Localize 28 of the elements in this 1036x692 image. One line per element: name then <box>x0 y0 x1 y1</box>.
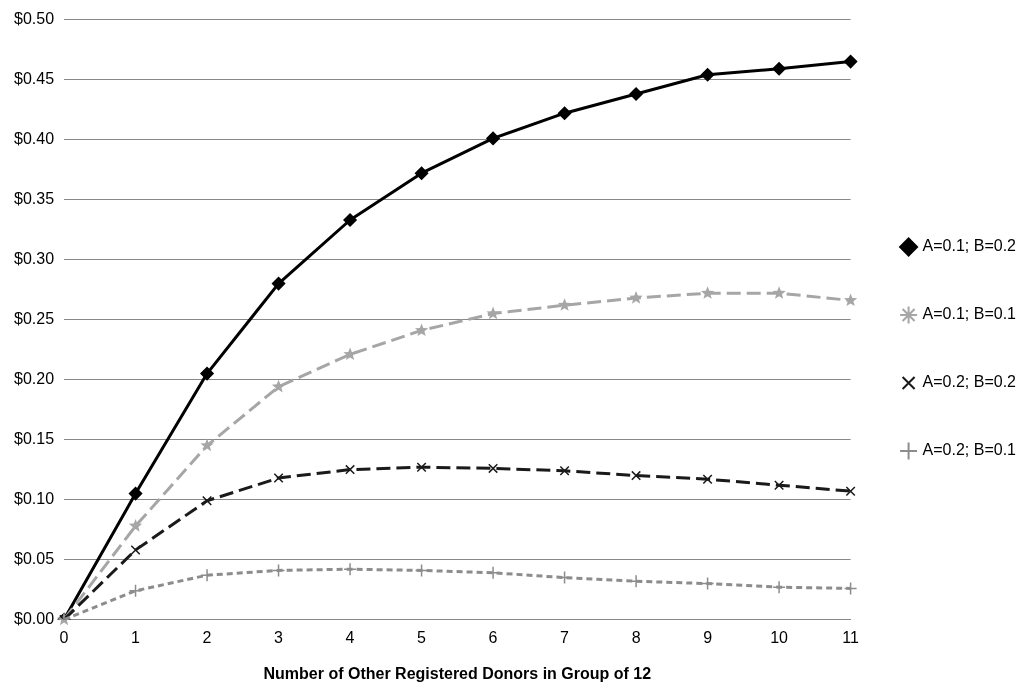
y-tick-label: $0.35 <box>13 190 55 208</box>
x-tick-label: 11 <box>842 628 859 646</box>
y-tick-label: $0.00 <box>13 610 55 628</box>
x-tick-label: 7 <box>560 628 570 646</box>
x-tick-label: 3 <box>274 628 284 646</box>
x-tick-label: 9 <box>703 628 713 646</box>
y-tick-label: $0.15 <box>13 430 55 448</box>
y-tick-label: $0.25 <box>13 310 55 328</box>
x-tick-label: 1 <box>131 628 141 646</box>
x-tick-label: 0 <box>59 628 69 646</box>
x-axis-title: Number of Other Registered Donors in Group of 12 <box>263 664 652 682</box>
x-tick-label: 2 <box>202 628 212 646</box>
y-tick-label: $0.50 <box>13 10 55 28</box>
legend-label: A=0.2; B=0.1 <box>922 441 1017 459</box>
y-tick-label: $0.45 <box>13 70 55 88</box>
legend-label: A=0.2; B=0.2 <box>922 373 1017 391</box>
x-tick-label: 10 <box>770 628 789 646</box>
legend-label: A=0.1; B=0.2 <box>922 237 1017 255</box>
x-tick-label: 4 <box>345 628 355 646</box>
y-tick-label: $0.20 <box>13 370 55 388</box>
x-tick-label: 8 <box>631 628 641 646</box>
y-tick-label: $0.40 <box>13 130 55 148</box>
y-tick-label: $0.10 <box>13 490 55 508</box>
x-tick-label: 5 <box>417 628 427 646</box>
y-tick-label: $0.05 <box>13 550 55 568</box>
x-tick-label: 6 <box>488 628 498 646</box>
legend-label: A=0.1; B=0.1 <box>922 305 1017 323</box>
y-tick-label: $0.30 <box>13 250 55 268</box>
